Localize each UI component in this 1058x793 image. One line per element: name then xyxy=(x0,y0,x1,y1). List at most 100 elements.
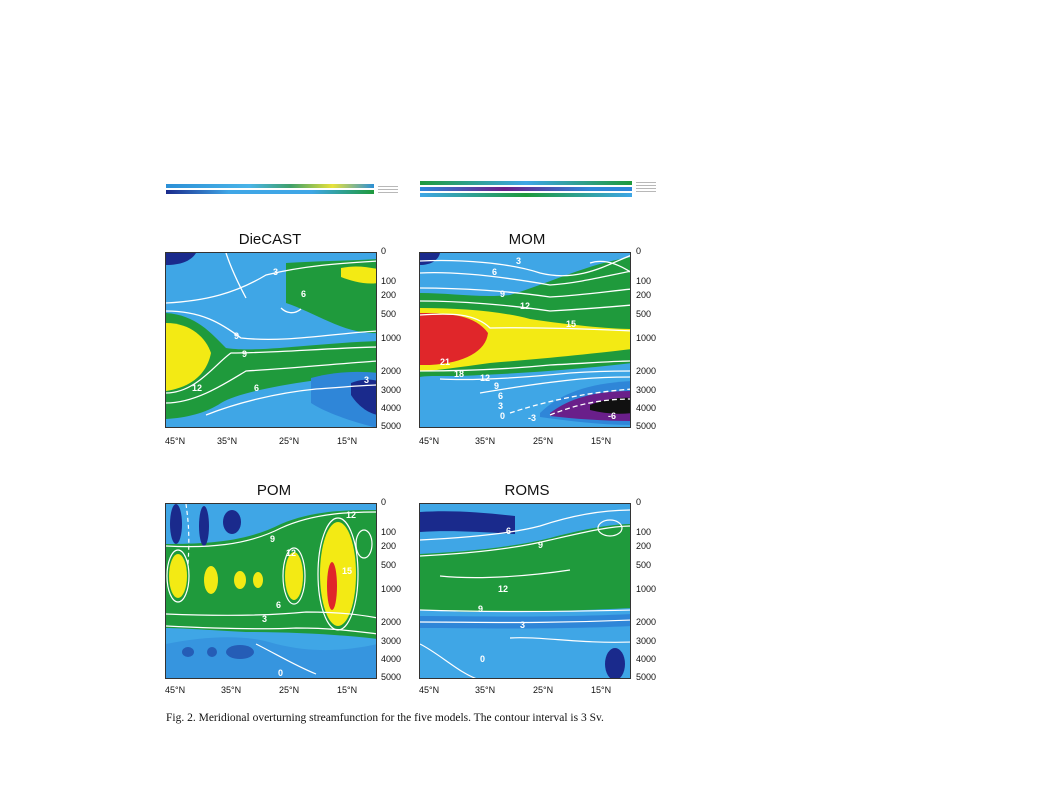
contour-label: 6 xyxy=(276,600,282,610)
plot-mom: 3 6 9 12 15 21 18 12 9 6 3 0 -3 -6 xyxy=(419,252,631,428)
contour-label: -3 xyxy=(528,413,537,423)
lat-tick: 35°N xyxy=(217,436,238,446)
streamfunction-map-pom xyxy=(166,504,376,678)
depth-tick: 2000 xyxy=(381,366,402,376)
depth-tick: 5000 xyxy=(636,672,657,682)
depth-tick: 4000 xyxy=(636,654,657,664)
contour-label: 9 xyxy=(500,289,506,299)
lat-tick: 45°N xyxy=(419,436,440,446)
contour-label: 9 xyxy=(478,604,484,614)
depth-tick: 4000 xyxy=(381,654,402,664)
contour-label: 6 xyxy=(498,391,504,401)
depth-tick: 2000 xyxy=(636,617,657,627)
lat-tick: 45°N xyxy=(419,685,440,695)
depth-tick: 500 xyxy=(636,309,652,319)
depth-axis-pom: 0 100 200 500 1000 2000 3000 4000 5000 xyxy=(381,497,411,682)
depth-tick: 3000 xyxy=(636,636,657,646)
contour-label: 12 xyxy=(192,383,203,393)
streamfunction-map-mom xyxy=(420,253,630,427)
contour-label: 3 xyxy=(273,267,279,277)
figure-caption: Fig. 2. Meridional overturning streamfun… xyxy=(166,712,604,724)
top-strip-note-right xyxy=(636,180,656,194)
contour-label: 6 xyxy=(254,383,260,393)
depth-tick: 5000 xyxy=(381,421,402,431)
depth-tick: 200 xyxy=(381,290,397,300)
lat-tick: 25°N xyxy=(533,685,554,695)
lat-tick: 25°N xyxy=(279,685,300,695)
contour-label: 0 xyxy=(500,411,506,421)
panel-title-mom: MOM xyxy=(508,231,546,248)
depth-tick: 5000 xyxy=(381,672,402,682)
lat-tick: 35°N xyxy=(475,685,496,695)
depth-tick: 0 xyxy=(381,497,387,507)
depth-tick: 500 xyxy=(381,560,397,570)
contour-label: 12 xyxy=(520,301,531,311)
contour-label: 15 xyxy=(342,566,353,576)
streamfunction-map-diecast xyxy=(166,253,376,427)
top-strip-left-2 xyxy=(166,190,374,194)
contour-label: 3 xyxy=(498,401,504,411)
panel-title-pom: POM xyxy=(256,482,292,499)
top-strip-right-3 xyxy=(420,193,632,197)
depth-tick: 3000 xyxy=(381,636,402,646)
plot-pom: 12 9 6 3 12 15 0 xyxy=(165,503,377,679)
depth-tick: 4000 xyxy=(636,403,657,413)
lat-tick: 15°N xyxy=(591,685,612,695)
panel-title-roms: ROMS xyxy=(504,482,550,499)
depth-axis-roms: 0 100 200 500 1000 2000 3000 4000 5000 xyxy=(636,497,666,682)
contour-label: 3 xyxy=(364,375,370,385)
contour-label: 3 xyxy=(262,614,268,624)
depth-tick: 1000 xyxy=(381,584,402,594)
depth-tick: 500 xyxy=(381,309,397,319)
lat-tick: 45°N xyxy=(165,685,186,695)
plot-roms: 6 9 12 9 3 0 xyxy=(419,503,631,679)
depth-tick: 1000 xyxy=(636,584,657,594)
contour-label: 6 xyxy=(506,526,512,536)
lat-tick: 35°N xyxy=(221,685,242,695)
panel-title-diecast: DieCAST xyxy=(238,231,302,248)
contour-label: 21 xyxy=(440,357,451,367)
depth-tick: 0 xyxy=(636,497,642,507)
contour-label: 12 xyxy=(498,584,509,594)
depth-tick: 0 xyxy=(636,246,642,256)
depth-tick: 1000 xyxy=(636,333,657,343)
contour-label: 3 xyxy=(520,620,526,630)
contour-label: 9 xyxy=(242,349,248,359)
contour-label: 0 xyxy=(278,668,284,678)
depth-tick: 100 xyxy=(636,527,652,537)
contour-label: 6 xyxy=(301,289,307,299)
top-strip-note-left xyxy=(378,184,398,198)
depth-tick: 100 xyxy=(636,276,652,286)
lat-axis-mom: 45°N 35°N 25°N 15°N xyxy=(419,436,631,450)
lat-tick: 45°N xyxy=(165,436,186,446)
top-strip-right-2 xyxy=(420,187,632,191)
depth-tick: 100 xyxy=(381,276,397,286)
contour-label: 9 xyxy=(270,534,276,544)
lat-tick: 15°N xyxy=(337,685,358,695)
top-strip-left-1 xyxy=(166,184,374,188)
contour-label: 15 xyxy=(566,319,577,329)
depth-tick: 2000 xyxy=(636,366,657,376)
streamfunction-map-roms xyxy=(420,504,630,678)
depth-tick: 4000 xyxy=(381,403,402,413)
depth-tick: 200 xyxy=(381,541,397,551)
depth-tick: 3000 xyxy=(636,385,657,395)
depth-tick: 3000 xyxy=(381,385,402,395)
lat-axis-roms: 45°N 35°N 25°N 15°N xyxy=(419,685,631,699)
contour-label: 9 xyxy=(538,540,544,550)
plot-diecast: 3 6 9 12 9 6 3 xyxy=(165,252,377,428)
lat-axis-diecast: 45°N 35°N 25°N 15°N xyxy=(165,436,377,450)
contour-label: 0 xyxy=(480,654,486,664)
contour-label: -6 xyxy=(608,411,617,421)
depth-tick: 2000 xyxy=(381,617,402,627)
depth-tick: 1000 xyxy=(381,333,402,343)
lat-tick: 15°N xyxy=(591,436,612,446)
depth-tick: 200 xyxy=(636,290,652,300)
contour-label: 6 xyxy=(492,267,498,277)
depth-tick: 5000 xyxy=(636,421,657,431)
contour-label: 12 xyxy=(480,373,491,383)
depth-axis-diecast: 0 100 200 500 1000 2000 3000 4000 5000 xyxy=(381,246,411,431)
contour-label: 12 xyxy=(286,548,297,558)
depth-tick: 0 xyxy=(381,246,387,256)
depth-tick: 200 xyxy=(636,541,652,551)
